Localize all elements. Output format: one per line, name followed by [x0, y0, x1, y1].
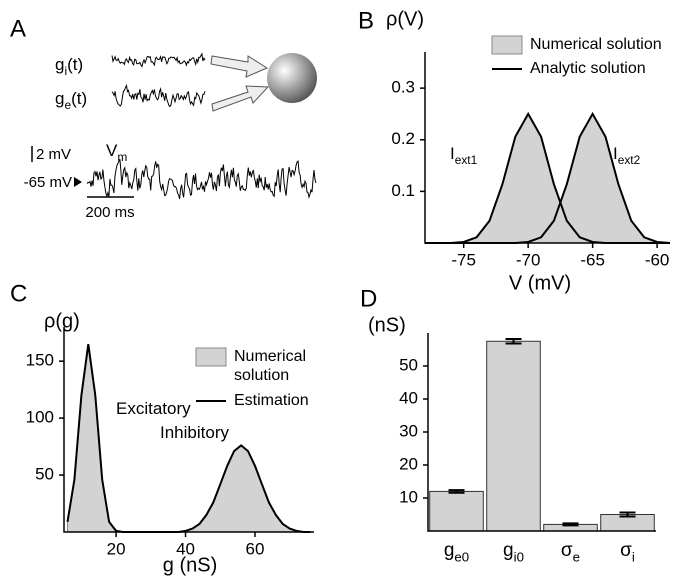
input-label-main: g — [55, 89, 64, 108]
annotation-main: Inhibitory — [160, 423, 229, 442]
trace-label-main: V — [106, 141, 118, 160]
y-tick-label: 50 — [35, 465, 54, 484]
y-tick-label: 100 — [26, 408, 54, 427]
x-tick-label: σe — [561, 540, 580, 564]
panel-label: C — [10, 280, 27, 307]
x-tick-label: -60 — [645, 250, 670, 269]
input-label: ge(t) — [55, 89, 87, 112]
annotation-main: Excitatory — [116, 399, 191, 418]
panel-label: B — [358, 7, 374, 34]
arrow — [210, 55, 269, 78]
annotation-main: I — [613, 144, 618, 163]
axis — [63, 327, 314, 533]
annotation-sub: ext1 — [455, 153, 478, 167]
x-tick-label-main: σ — [620, 540, 632, 561]
y-tick-label: 30 — [399, 421, 418, 440]
y-tick-label: 10 — [399, 487, 418, 506]
x-tick-label: 60 — [246, 539, 265, 558]
input-label: gi(t) — [55, 55, 83, 78]
x-tick-label: gi0 — [503, 540, 524, 564]
trace-label: Vm — [106, 141, 127, 164]
x-tick-label: 20 — [107, 539, 126, 558]
x-tick-label-main: σ — [561, 540, 573, 561]
y-axis-title: (nS) — [368, 314, 406, 336]
legend-label: Estimation — [234, 392, 309, 409]
x-tick-label-main: g — [503, 540, 514, 561]
input-label-sub: i — [64, 64, 67, 78]
arrow — [211, 85, 270, 112]
legend-swatch — [195, 347, 227, 367]
x-tick-label: σi — [620, 540, 635, 564]
annotation: Iext1 — [450, 144, 478, 167]
bar — [429, 490, 484, 532]
legend-label: Numerical solution — [530, 36, 662, 53]
x-tick-label: -65 — [580, 250, 605, 269]
error-bar — [505, 337, 522, 345]
input-label-suffix: (t) — [71, 89, 87, 108]
x-axis-title: V (mV) — [509, 272, 571, 294]
x-tick-label-sub: i0 — [514, 549, 524, 564]
neuron — [267, 53, 317, 103]
scale-label: 2 mV — [36, 146, 71, 163]
error-bar — [619, 511, 636, 518]
trace — [111, 83, 206, 108]
y-tick-label: 0.1 — [391, 181, 415, 200]
annotation: Iext2 — [613, 144, 641, 167]
input-label-suffix: (t) — [67, 55, 83, 74]
trace — [86, 159, 317, 200]
x-tick-label-sub: e0 — [454, 549, 469, 564]
y-axis-title: ρ(V) — [386, 8, 424, 30]
bar — [486, 340, 541, 532]
rest-label: -65 mV — [24, 174, 72, 191]
x-tick-label: -70 — [516, 250, 541, 269]
x-tick-label: -75 — [451, 250, 476, 269]
y-tick-label: 150 — [26, 351, 54, 370]
x-tick-label-main: g — [444, 540, 455, 561]
annotation-main: I — [450, 144, 455, 163]
annotation: Inhibitory — [160, 423, 229, 442]
x-tick-label-sub: e — [573, 549, 580, 564]
error-bar — [562, 522, 579, 527]
line — [66, 343, 311, 533]
error-bar — [448, 489, 465, 494]
x-tick-label: ge0 — [444, 540, 469, 564]
x-axis-title: g (nS) — [163, 554, 217, 576]
rest-marker — [74, 177, 82, 187]
legend-swatch — [491, 35, 523, 55]
legend-label: Analytic solution — [530, 60, 646, 77]
scale-label: 200 ms — [85, 204, 134, 221]
axis — [424, 52, 670, 244]
x-tick-label-sub: i — [632, 549, 635, 564]
y-tick-label: 40 — [399, 388, 418, 407]
y-tick-label: 20 — [399, 454, 418, 473]
y-tick-label: 50 — [399, 355, 418, 374]
trace-label-sub: m — [117, 150, 127, 164]
legend-label: Numerical solution — [234, 348, 306, 384]
input-label-sub: e — [64, 98, 71, 112]
annotation: Excitatory — [116, 399, 191, 418]
y-axis-title: ρ(g) — [44, 310, 80, 332]
y-tick-label: 0.3 — [391, 78, 415, 97]
annotation-sub: ext2 — [618, 153, 641, 167]
trace — [111, 52, 206, 68]
input-label-main: g — [55, 55, 64, 74]
panel-label: D — [360, 285, 377, 312]
panel-label: A — [10, 15, 26, 42]
x-tick-label: 40 — [176, 539, 195, 558]
y-tick-label: 0.2 — [391, 129, 415, 148]
